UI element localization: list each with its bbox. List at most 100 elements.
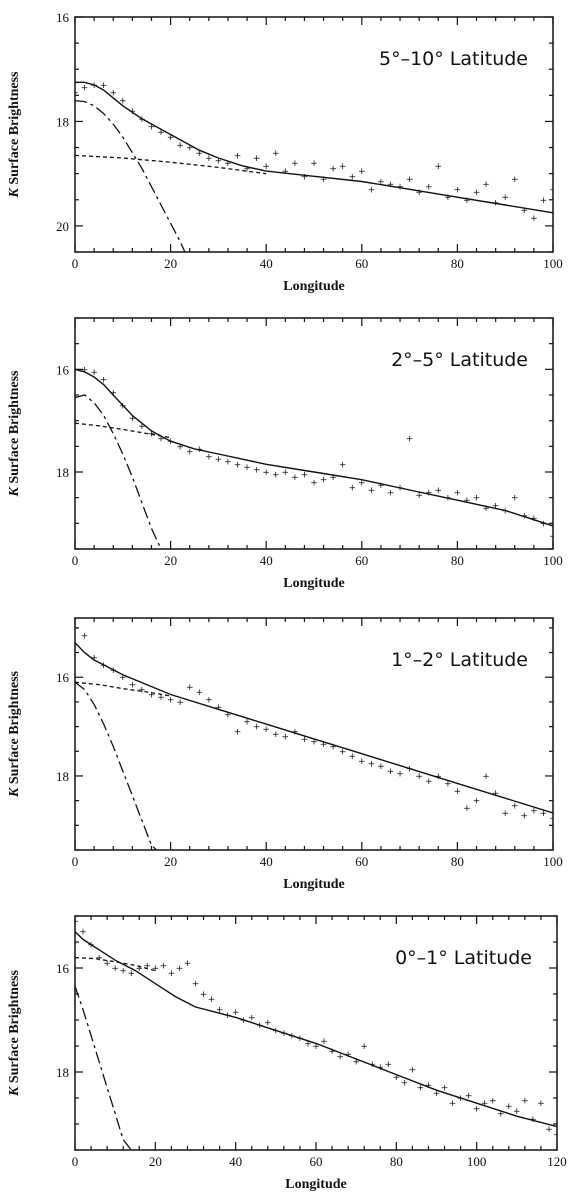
disk-model-curve: [75, 681, 171, 697]
data-point-marker: +: [540, 809, 548, 819]
data-point-marker: +: [234, 151, 242, 161]
data-point-marker: +: [301, 471, 309, 481]
x-tick-label: 0: [72, 553, 79, 568]
data-point-marker: +: [144, 961, 152, 971]
x-tick-label: 40: [260, 854, 273, 869]
y-axis-title: K Surface Brightness: [7, 370, 22, 498]
x-tick-label: 20: [164, 854, 177, 869]
x-tick-label: 40: [260, 553, 273, 568]
data-point-marker: +: [71, 917, 79, 927]
data-point-marker: +: [377, 178, 385, 188]
data-point-marker: +: [549, 532, 557, 542]
data-point-marker: +: [200, 990, 208, 1000]
data-point-marker: +: [138, 686, 146, 696]
data-point-marker: +: [415, 188, 423, 198]
data-point-marker: +: [232, 1008, 240, 1018]
data-point-marker: +: [368, 760, 376, 770]
data-point-marker: +: [168, 969, 176, 979]
plot-frame: [74, 16, 554, 253]
data-point-marker: +: [135, 964, 143, 974]
panel-title: 0°–1° Latitude: [395, 947, 532, 969]
data-point-marker: +: [291, 159, 299, 169]
total-model-curve: [75, 642, 553, 814]
data-point-marker: +: [425, 777, 433, 787]
data-point-marker: +: [425, 183, 433, 193]
data-point-marker: +: [387, 767, 395, 777]
data-point-marker: +: [176, 964, 184, 974]
data-point-marker: +: [435, 486, 443, 496]
data-point-marker: +: [81, 84, 89, 94]
total-model-curve: [75, 81, 553, 214]
chart-panel-4: 0 20 40 60 80 100 120 16 18 Longitude K Surface Br…: [7, 915, 567, 1192]
data-point-marker: +: [348, 752, 356, 762]
data-point-marker: +: [521, 1097, 529, 1107]
bulge-model-curve: [75, 985, 132, 1150]
total-model-curve: [75, 368, 553, 527]
y-axis-title-text: Surface Brightness: [7, 969, 22, 1083]
data-point-marker: +: [530, 214, 538, 224]
data-point-marker: +: [243, 463, 251, 473]
data-point-marker: +: [497, 1110, 505, 1120]
x-tick-label: 20: [149, 1154, 162, 1169]
data-point-marker: +: [409, 1065, 417, 1075]
data-point-marker: +: [401, 1078, 409, 1088]
y-tick-label: 16: [56, 670, 70, 685]
y-tick-label: 20: [56, 219, 69, 234]
bulge-model-curve: [75, 99, 186, 252]
data-point-marker: +: [511, 802, 519, 812]
data-point-marker: +: [540, 519, 548, 529]
data-point-marker: +: [288, 1032, 296, 1042]
series-group: ++++++++++++++++++++++++++++++++++++++++…: [75, 365, 557, 549]
data-point-marker: +: [90, 653, 98, 663]
data-point-marker: +: [521, 811, 529, 821]
data-point-marker: +: [336, 1052, 344, 1062]
data-point-marker: +: [119, 673, 127, 683]
data-point-marker: +: [215, 703, 223, 713]
data-point-marker: +: [473, 1104, 481, 1114]
x-tick-label: 80: [390, 1154, 403, 1169]
data-point-marker: +: [463, 196, 471, 206]
data-point-marker: +: [387, 180, 395, 190]
data-point-marker: +: [393, 1073, 401, 1083]
x-tick-label: 0: [72, 854, 79, 869]
data-point-marker: +: [184, 959, 192, 969]
data-point-marker: +: [109, 666, 117, 676]
y-tick-label: 16: [56, 961, 70, 976]
data-point-marker: +: [138, 115, 146, 125]
x-axis-title: Longitude: [283, 576, 344, 591]
data-point-marker: +: [501, 507, 509, 517]
data-point-marker: +: [234, 460, 242, 470]
x-tick-label: 40: [229, 1154, 242, 1169]
data-point-marker: +: [457, 1094, 465, 1104]
data-point-marker: +: [167, 133, 175, 143]
data-point-marker: +: [100, 376, 108, 386]
data-point-marker: +: [81, 631, 89, 641]
x-axis-title: Longitude: [285, 1177, 346, 1192]
data-point-marker: +: [148, 123, 156, 133]
data-point-marker: +: [253, 723, 261, 733]
data-point-marker: +: [71, 624, 79, 634]
data-point-marker: +: [291, 473, 299, 483]
data-point-marker: +: [482, 504, 490, 514]
data-point-marker: +: [473, 188, 481, 198]
data-point-marker: +: [262, 468, 270, 478]
data-point-marker: +: [282, 732, 290, 742]
data-point-marker: +: [240, 1016, 248, 1026]
data-point-marker: +: [425, 1081, 433, 1091]
data-point-marker: +: [352, 1058, 360, 1068]
data-point-marker: +: [454, 787, 462, 797]
data-point-marker: +: [100, 81, 108, 91]
y-axis-title-text: Surface Brightness: [7, 670, 22, 784]
data-point-marker: +: [157, 128, 165, 138]
data-point-marker: +: [463, 496, 471, 506]
data-point-marker: +: [71, 89, 79, 99]
plot-frame: [74, 617, 554, 851]
series-group: ++++++++++++++++++++++++++++++++++++++++…: [71, 81, 553, 252]
data-point-marker: +: [360, 1042, 368, 1052]
data-point-marker: +: [81, 365, 89, 375]
data-point-marker: +: [492, 501, 500, 511]
data-point-marker: +: [90, 368, 98, 378]
y-axis-title-text: Surface Brightness: [7, 370, 22, 484]
data-point-marker: +: [310, 737, 318, 747]
